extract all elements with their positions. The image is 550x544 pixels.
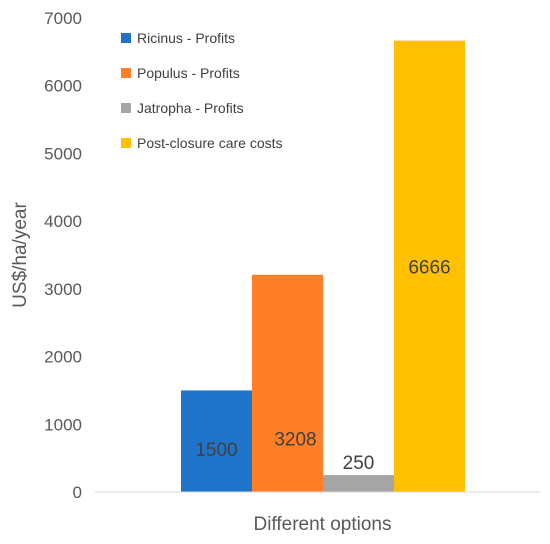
bar-1 <box>181 390 252 492</box>
y-tick-label: 5000 <box>44 144 82 163</box>
y-axis-ticks: 0 1000 2000 3000 4000 5000 6000 7000 <box>44 9 82 502</box>
y-tick-label: 2000 <box>44 348 82 367</box>
legend-swatch-2 <box>121 68 131 78</box>
y-tick-label: 1000 <box>44 415 82 434</box>
data-label-2: 3208 <box>274 429 316 450</box>
legend-swatch-4 <box>121 138 131 148</box>
legend-label-2: Populus - Profits <box>137 65 240 81</box>
legend-label-3: Jatropha - Profits <box>137 100 244 116</box>
legend-label-4: Post-closure care costs <box>137 135 283 151</box>
y-tick-label: 4000 <box>44 212 82 231</box>
legend-swatch-3 <box>121 103 131 113</box>
bar-4 <box>394 40 465 492</box>
legend: Ricinus - Profits Populus - Profits Jatrop… <box>121 30 283 151</box>
y-axis-title: US$/ha/year <box>10 202 31 308</box>
y-tick-label: 0 <box>73 483 82 502</box>
data-label-1: 1500 <box>195 440 237 461</box>
data-label-3: 250 <box>343 453 375 474</box>
bars <box>181 40 465 492</box>
data-label-4: 6666 <box>408 257 450 278</box>
bar-2 <box>252 274 323 492</box>
x-axis-title: Different options <box>253 514 391 535</box>
legend-label-1: Ricinus - Profits <box>137 30 235 46</box>
y-tick-label: 6000 <box>44 77 82 96</box>
legend-swatch-1 <box>121 33 131 43</box>
y-tick-label: 3000 <box>44 280 82 299</box>
bar-3 <box>323 475 394 492</box>
y-tick-label: 7000 <box>44 9 82 28</box>
data-labels: 1500 3208 250 6666 <box>195 257 450 474</box>
